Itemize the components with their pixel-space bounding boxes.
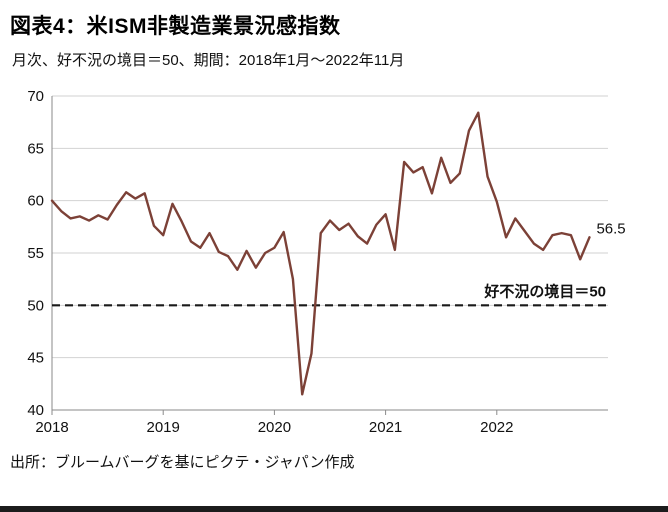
last-value-label: 56.5 (596, 220, 625, 237)
y-tick-label: 55 (27, 245, 44, 262)
source-note: 出所：ブルームバーグを基にピクテ・ジャパン作成 (10, 454, 355, 471)
series-ism-nonmanufacturing (50, 111, 591, 396)
y-tick-label: 60 (27, 193, 44, 210)
page-title: 図表4：米ISM非製造業景況感指数 (10, 15, 341, 38)
x-tick-label: 2022 (480, 419, 513, 436)
y-tick-label: 50 (27, 297, 44, 314)
chart-canvas: 40 45 50 55 60 65 70 2018 2019 2020 2021 2022 好不況の境目… (27, 88, 625, 436)
y-tick-label: 70 (27, 88, 44, 105)
window-bottom-edge (0, 506, 668, 512)
line-chart: 40 45 50 55 60 65 70 2018 2019 2020 2021 2022 好不況の境目… (16, 84, 668, 445)
chart-subtitle: 月次、好不況の境目＝50、期間：2018年1月～2022年11月 (12, 52, 405, 69)
x-tick-label: 2018 (35, 419, 68, 436)
x-tick-label: 2021 (369, 419, 402, 436)
y-tick-label: 65 (27, 140, 44, 157)
x-tick-label: 2020 (258, 419, 291, 436)
x-tick-label: 2019 (147, 419, 180, 436)
threshold-label: 好不況の境目＝50 (483, 282, 606, 300)
y-tick-label: 40 (27, 402, 44, 419)
y-tick-label: 45 (27, 350, 44, 367)
